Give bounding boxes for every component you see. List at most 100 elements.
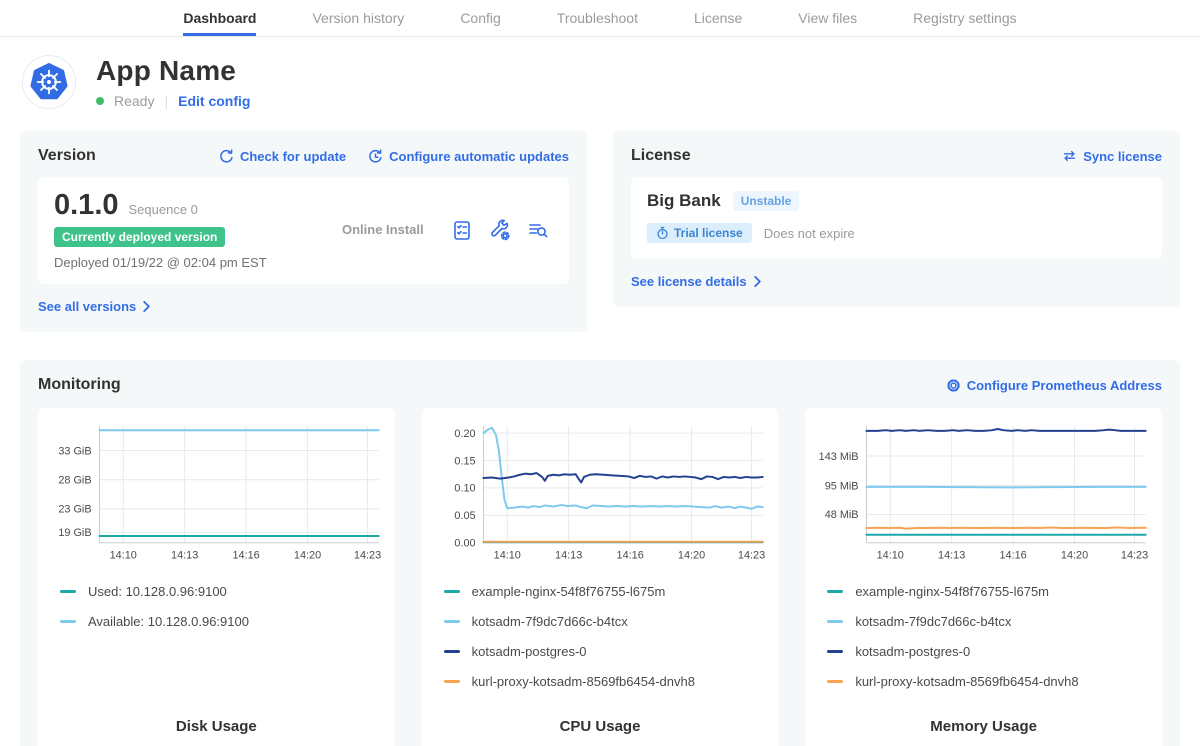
chart-plot: 48 MiB95 MiB143 MiB14:1014:1314:1614:201… — [815, 420, 1152, 574]
legend-label: kurl-proxy-kotsadm-8569fb6454-dnvh8 — [855, 674, 1078, 689]
memory-usage-chart-card: 48 MiB95 MiB143 MiB14:1014:1314:1614:201… — [805, 408, 1162, 746]
configure-automatic-updates-link[interactable]: Configure automatic updates — [368, 149, 569, 164]
tab-config[interactable]: Config — [460, 0, 500, 36]
version-sequence: Sequence 0 — [129, 202, 198, 217]
legend-label: example-nginx-54f8f76755-l675m — [855, 584, 1049, 599]
svg-text:0.00: 0.00 — [454, 538, 475, 550]
legend-item: example-nginx-54f8f76755-l675m — [827, 584, 1148, 599]
deployed-badge: Currently deployed version — [54, 227, 225, 247]
status-dot-icon — [96, 97, 104, 105]
version-number: 0.1.0 — [54, 189, 119, 222]
legend-item: kotsadm-7f9dc7d66c-b4tcx — [444, 614, 765, 629]
tab-license[interactable]: License — [694, 0, 742, 36]
stopwatch-icon — [656, 226, 669, 240]
deployed-timestamp: Deployed 01/19/22 @ 02:04 pm EST — [54, 255, 294, 270]
svg-text:14:16: 14:16 — [1000, 550, 1027, 562]
legend-item: kotsadm-postgres-0 — [827, 644, 1148, 659]
chart-title: Disk Usage — [48, 704, 385, 746]
chart-legend: Used: 10.128.0.96:9100 Available: 10.128.… — [48, 574, 385, 644]
top-navigation: Dashboard Version history Config Trouble… — [0, 0, 1200, 37]
svg-text:14:23: 14:23 — [354, 550, 381, 562]
svg-text:14:13: 14:13 — [555, 550, 582, 562]
legend-item: kurl-proxy-kotsadm-8569fb6454-dnvh8 — [827, 674, 1148, 689]
legend-swatch-icon — [60, 620, 76, 623]
edit-config-link[interactable]: Edit config — [178, 93, 250, 109]
legend-swatch-icon — [827, 590, 843, 593]
license-panel: License Sync license Big Bank Unstable — [613, 131, 1180, 307]
legend-label: kotsadm-7f9dc7d66c-b4tcx — [855, 614, 1011, 629]
svg-text:14:10: 14:10 — [877, 550, 904, 562]
legend-swatch-icon — [444, 650, 460, 653]
chart-legend: example-nginx-54f8f76755-l675m kotsadm-7f… — [432, 574, 769, 704]
chart-svg: 48 MiB95 MiB143 MiB14:1014:1314:1614:201… — [815, 420, 1152, 569]
cpu-usage-chart-card: 0.000.050.100.150.2014:1014:1314:1614:20… — [422, 408, 779, 746]
check-for-update-link[interactable]: Check for update — [219, 149, 346, 164]
legend-label: Used: 10.128.0.96:9100 — [88, 584, 227, 599]
legend-item: example-nginx-54f8f76755-l675m — [444, 584, 765, 599]
see-license-details-link[interactable]: See license details — [631, 274, 762, 289]
sync-icon — [1062, 149, 1077, 163]
legend-swatch-icon — [827, 650, 843, 653]
svg-text:14:13: 14:13 — [938, 550, 965, 562]
svg-text:14:23: 14:23 — [1121, 550, 1148, 562]
kubernetes-icon — [28, 61, 70, 103]
svg-text:14:20: 14:20 — [678, 550, 705, 562]
view-logs-icon[interactable] — [527, 219, 549, 241]
svg-text:14:20: 14:20 — [294, 550, 321, 562]
legend-label: kotsadm-postgres-0 — [472, 644, 587, 659]
svg-text:33 GiB: 33 GiB — [58, 445, 91, 457]
legend-label: example-nginx-54f8f76755-l675m — [472, 584, 666, 599]
svg-text:14:16: 14:16 — [616, 550, 643, 562]
legend-label: kotsadm-postgres-0 — [855, 644, 970, 659]
tab-registry-settings[interactable]: Registry settings — [913, 0, 1016, 36]
svg-text:0.20: 0.20 — [454, 428, 475, 440]
chart-svg: 19 GiB23 GiB28 GiB33 GiB14:1014:1314:161… — [48, 420, 385, 569]
tab-view-files[interactable]: View files — [798, 0, 857, 36]
version-panel: Version Check for update Configure au — [20, 131, 587, 332]
chart-title: CPU Usage — [432, 704, 769, 746]
legend-label: kotsadm-7f9dc7d66c-b4tcx — [472, 614, 628, 629]
license-type-badge: Trial license — [647, 223, 752, 243]
preflight-checks-icon[interactable] — [451, 219, 473, 241]
svg-text:14:10: 14:10 — [110, 550, 137, 562]
svg-text:28 GiB: 28 GiB — [58, 474, 91, 486]
chart-plot: 0.000.050.100.150.2014:1014:1314:1614:20… — [432, 420, 769, 574]
channel-badge: Unstable — [733, 191, 800, 211]
legend-item: kotsadm-postgres-0 — [444, 644, 765, 659]
tab-troubleshoot[interactable]: Troubleshoot — [557, 0, 638, 36]
svg-text:0.10: 0.10 — [454, 483, 475, 495]
gear-icon — [946, 378, 961, 393]
tab-version-history[interactable]: Version history — [312, 0, 404, 36]
configure-prometheus-link[interactable]: Configure Prometheus Address — [946, 378, 1162, 393]
divider: | — [164, 93, 168, 109]
legend-swatch-icon — [827, 680, 843, 683]
legend-swatch-icon — [444, 590, 460, 593]
legend-swatch-icon — [60, 590, 76, 593]
legend-item: Available: 10.128.0.96:9100 — [60, 614, 381, 629]
sync-license-link[interactable]: Sync license — [1062, 149, 1162, 164]
license-expiry: Does not expire — [764, 226, 855, 241]
svg-text:14:20: 14:20 — [1061, 550, 1088, 562]
page-title: App Name — [96, 55, 250, 87]
chart-legend: example-nginx-54f8f76755-l675m kotsadm-7f… — [815, 574, 1152, 704]
config-wrench-icon[interactable] — [489, 219, 511, 241]
svg-text:0.05: 0.05 — [454, 510, 475, 522]
legend-label: Available: 10.128.0.96:9100 — [88, 614, 249, 629]
license-card: Big Bank Unstable Trial license Does not… — [631, 177, 1162, 259]
install-type-label: Online Install — [294, 222, 451, 237]
license-heading: License — [631, 147, 691, 165]
svg-text:0.15: 0.15 — [454, 455, 475, 467]
chart-plot: 19 GiB23 GiB28 GiB33 GiB14:1014:1314:161… — [48, 420, 385, 574]
legend-swatch-icon — [444, 680, 460, 683]
tab-dashboard[interactable]: Dashboard — [183, 0, 256, 36]
legend-swatch-icon — [827, 620, 843, 623]
current-version-card: 0.1.0 Sequence 0 Currently deployed vers… — [38, 177, 569, 284]
svg-text:143 MiB: 143 MiB — [819, 451, 859, 463]
svg-text:14:13: 14:13 — [171, 550, 198, 562]
svg-text:14:16: 14:16 — [233, 550, 260, 562]
monitoring-panel: Monitoring Configure Prometheus Address … — [20, 360, 1180, 746]
svg-text:95 MiB: 95 MiB — [825, 480, 859, 492]
app-header: App Name Ready | Edit config — [0, 37, 1200, 123]
legend-item: kotsadm-7f9dc7d66c-b4tcx — [827, 614, 1148, 629]
see-all-versions-link[interactable]: See all versions — [38, 299, 151, 314]
